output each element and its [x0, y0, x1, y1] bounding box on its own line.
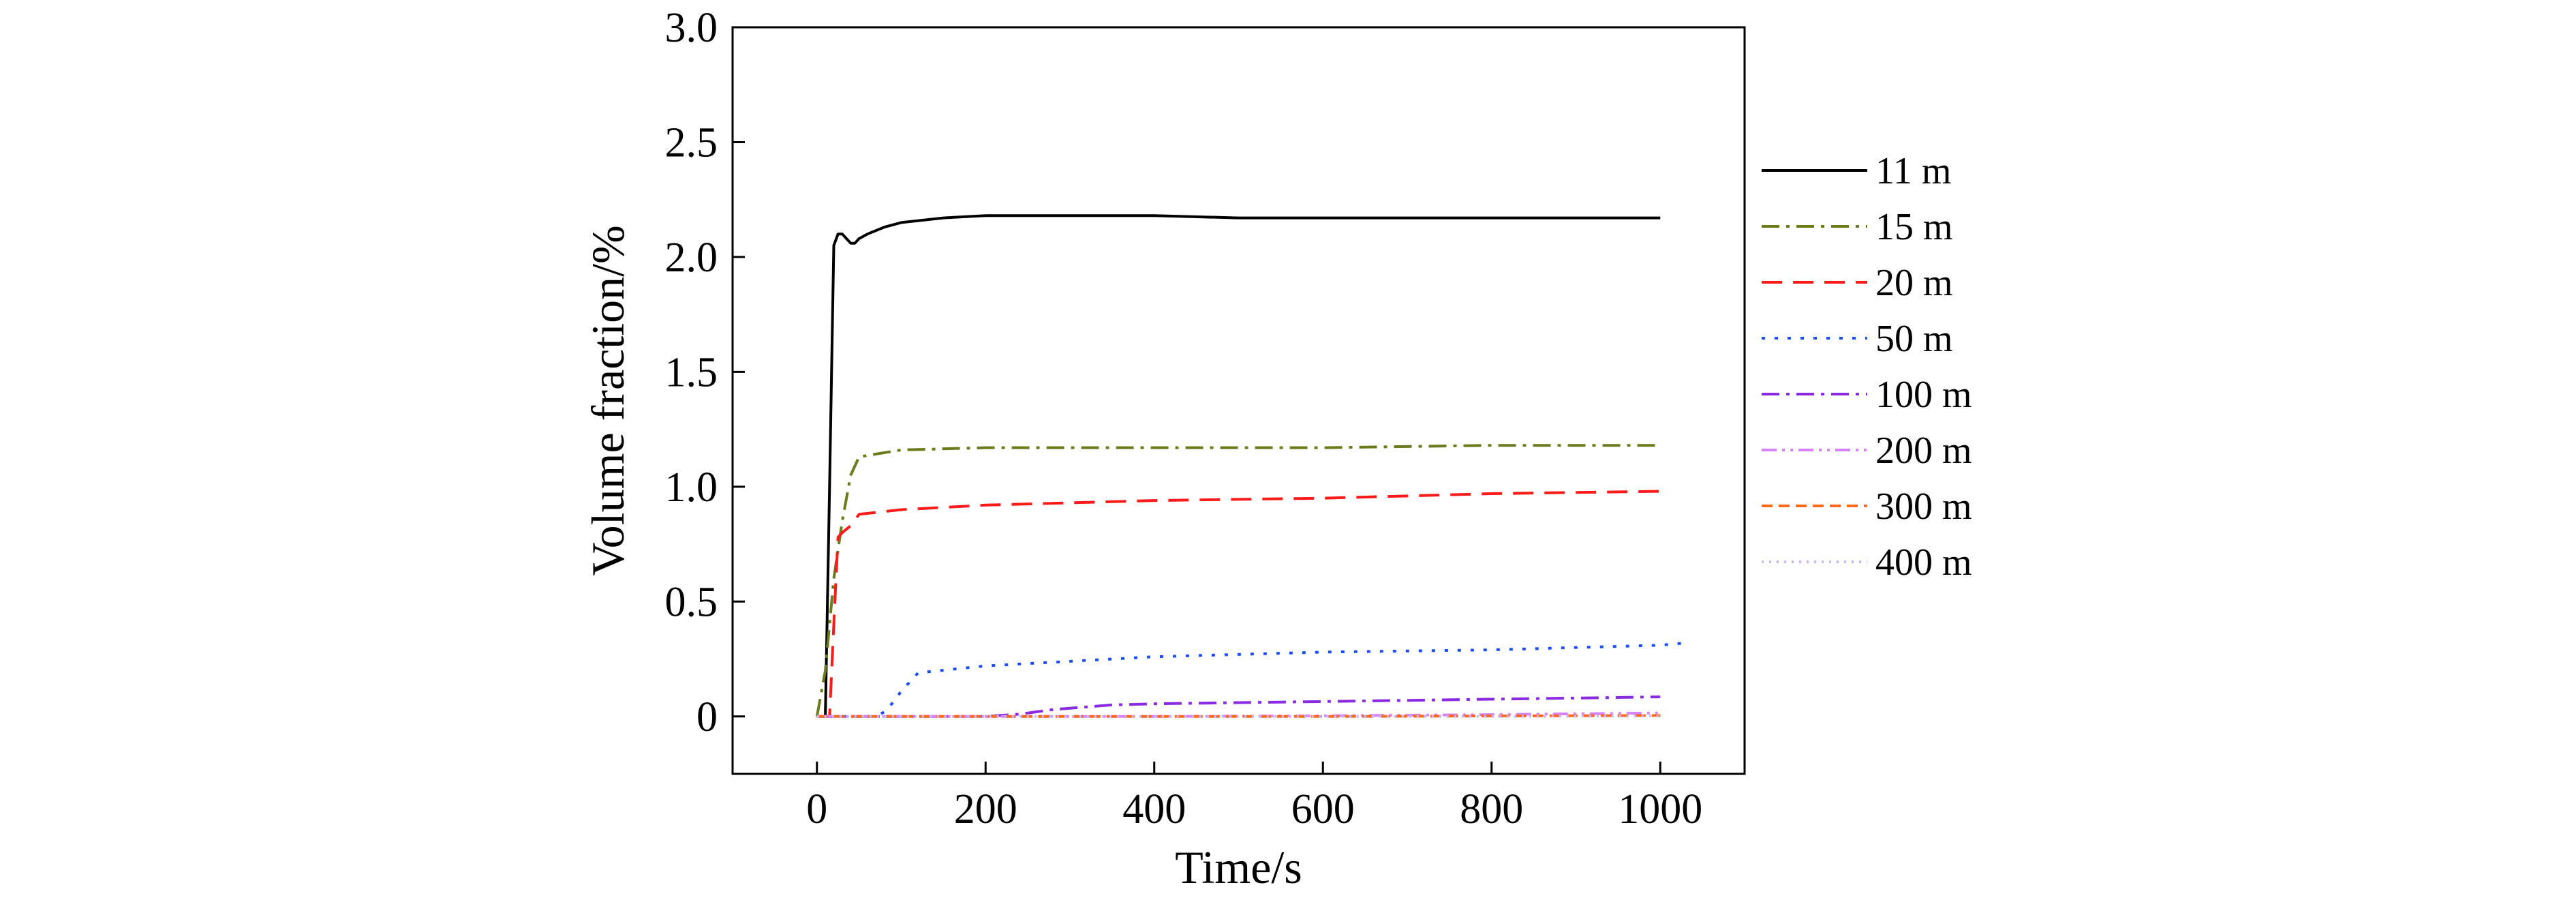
y-tick-label: 2.0	[665, 235, 718, 281]
series-line-1	[815, 444, 1661, 717]
legend-label: 300 m	[1875, 485, 1972, 528]
x-tick-label: 200	[954, 786, 1017, 832]
series-line-0	[816, 214, 1661, 718]
x-axis-title: Time/s	[1175, 841, 1302, 893]
y-tick-label: 1.5	[665, 349, 718, 395]
y-axis: 0 0.5 1.0 1.5 2.0 2.5 3.0	[665, 5, 745, 740]
y-tick-label: 1.0	[665, 464, 718, 511]
legend-label: 200 m	[1875, 430, 1972, 472]
series-layer	[815, 214, 1686, 718]
series-line-2	[816, 490, 1661, 718]
x-tick-label: 600	[1291, 786, 1355, 832]
series-line-3	[816, 642, 1686, 718]
y-tick-label: 0	[696, 694, 718, 740]
legend-label: 50 m	[1875, 318, 1953, 360]
y-axis-title: Volume fraction/%	[582, 225, 634, 575]
y-tick-label: 3.0	[665, 5, 718, 51]
series-line-7	[816, 715, 1661, 718]
x-tick-label: 800	[1460, 786, 1523, 832]
legend-label: 15 m	[1875, 206, 1953, 248]
plot-frame	[731, 26, 1746, 775]
series-line-4	[816, 695, 1661, 718]
x-tick-label: 400	[1122, 786, 1186, 832]
legend-label: 400 m	[1875, 541, 1972, 584]
legend-label: 20 m	[1875, 262, 1953, 304]
legend: 11 m 15 m 20 m 50 m 100 m 200 m 300 m 400 m	[1762, 150, 1972, 584]
x-axis: 0 200 400 600 800 1000	[806, 762, 1702, 832]
x-tick-label: 1000	[1618, 786, 1702, 832]
x-tick-label: 0	[806, 786, 827, 832]
legend-label: 11 m	[1875, 150, 1951, 192]
y-tick-label: 0.5	[665, 579, 718, 625]
legend-label: 100 m	[1875, 374, 1972, 416]
y-tick-label: 2.5	[665, 119, 718, 166]
